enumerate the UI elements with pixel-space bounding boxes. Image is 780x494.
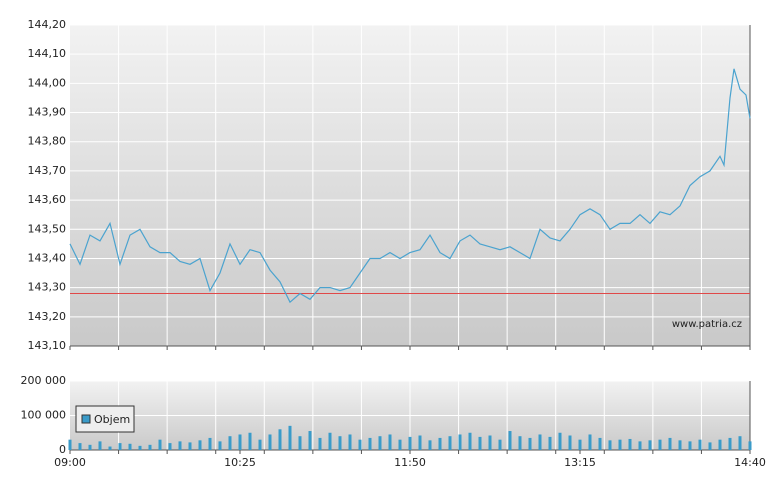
legend-box <box>75 405 135 433</box>
legend-label: Objem <box>94 413 130 426</box>
volume-bar <box>598 437 602 450</box>
volume-bar <box>258 439 262 450</box>
volume-bar <box>138 445 142 450</box>
y-tick-label: 100 000 <box>21 409 67 422</box>
volume-bar <box>148 444 152 450</box>
volume-bar <box>328 432 332 450</box>
y-tick-label: 144,00 <box>28 76 67 89</box>
volume-bar <box>578 439 582 450</box>
volume-bar <box>618 439 622 450</box>
x-tick-label: 10:25 <box>224 456 256 469</box>
legend-swatch <box>81 414 91 424</box>
volume-bar <box>698 439 702 450</box>
volume-bar <box>178 441 182 450</box>
volume-bar <box>418 435 422 450</box>
volume-bar <box>678 440 682 450</box>
volume-bar <box>498 439 502 450</box>
y-tick-label: 143,40 <box>28 251 67 264</box>
volume-bar <box>278 429 282 450</box>
volume-bar <box>448 436 452 450</box>
volume-bar <box>118 443 122 450</box>
volume-bar <box>488 435 492 450</box>
volume-bar <box>318 437 322 450</box>
volume-bar <box>568 435 572 450</box>
volume-bar <box>368 437 372 450</box>
volume-bar <box>548 436 552 450</box>
volume-bar <box>358 439 362 450</box>
volume-bar <box>348 434 352 450</box>
volume-bar <box>408 436 412 450</box>
volume-bar <box>388 434 392 450</box>
y-tick-label: 143,10 <box>28 339 67 352</box>
y-tick-label: 143,30 <box>28 281 67 294</box>
volume-bar <box>168 443 172 450</box>
y-tick-label: 200 000 <box>21 374 67 387</box>
y-tick-label: 143,20 <box>28 310 67 323</box>
volume-bar <box>238 434 242 450</box>
volume-bar <box>198 440 202 450</box>
volume-bar <box>78 443 82 450</box>
volume-bar <box>728 437 732 450</box>
volume-bar <box>708 442 712 450</box>
volume-bar <box>748 441 752 450</box>
volume-bar <box>88 444 92 450</box>
volume-bar <box>228 436 232 450</box>
volume-bar <box>558 432 562 450</box>
x-tick-label: 14:40 <box>734 456 766 469</box>
volume-bar <box>398 439 402 450</box>
y-tick-label: 0 <box>59 443 66 456</box>
volume-bar <box>128 443 132 450</box>
y-tick-label: 144,20 <box>28 18 67 31</box>
volume-bar <box>428 440 432 450</box>
volume-bar <box>298 436 302 450</box>
volume-bar <box>638 441 642 450</box>
volume-bar <box>688 441 692 450</box>
y-tick-label: 143,90 <box>28 106 67 119</box>
volume-bar <box>248 432 252 450</box>
volume-bar <box>468 432 472 450</box>
volume-bar <box>628 438 632 450</box>
y-tick-label: 143,70 <box>28 164 67 177</box>
volume-bar <box>478 436 482 450</box>
volume-bar <box>288 425 292 450</box>
volume-bar <box>648 440 652 450</box>
watermark: www.patria.cz <box>672 319 742 330</box>
volume-bar <box>208 437 212 450</box>
volume-bar <box>438 437 442 450</box>
volume-bar <box>528 437 532 450</box>
x-tick-label: 09:00 <box>54 456 86 469</box>
x-tick-label: 11:50 <box>394 456 426 469</box>
volume-bar <box>98 441 102 450</box>
volume-bar <box>308 431 312 450</box>
volume-bar <box>158 439 162 450</box>
volume-bar <box>188 442 192 450</box>
volume-bar <box>268 434 272 450</box>
volume-bar <box>518 436 522 450</box>
volume-bar <box>658 439 662 450</box>
y-tick-label: 143,60 <box>28 193 67 206</box>
y-tick-label: 144,10 <box>28 47 67 60</box>
volume-bar <box>458 434 462 450</box>
x-tick-label: 13:15 <box>564 456 596 469</box>
volume-bar <box>508 431 512 450</box>
volume-bar <box>668 437 672 450</box>
price-line <box>69 68 751 304</box>
volume-bar <box>738 436 742 450</box>
volume-bar <box>68 439 72 450</box>
volume-bar <box>378 436 382 450</box>
y-tick-label: 143,80 <box>28 135 67 148</box>
volume-bar <box>608 440 612 450</box>
volume-bar <box>588 434 592 450</box>
volume-bar <box>538 434 542 450</box>
volume-bar <box>718 439 722 450</box>
volume-bar <box>218 441 222 450</box>
y-tick-label: 143,50 <box>28 222 67 235</box>
volume-bar <box>108 446 112 450</box>
volume-bar <box>338 436 342 450</box>
